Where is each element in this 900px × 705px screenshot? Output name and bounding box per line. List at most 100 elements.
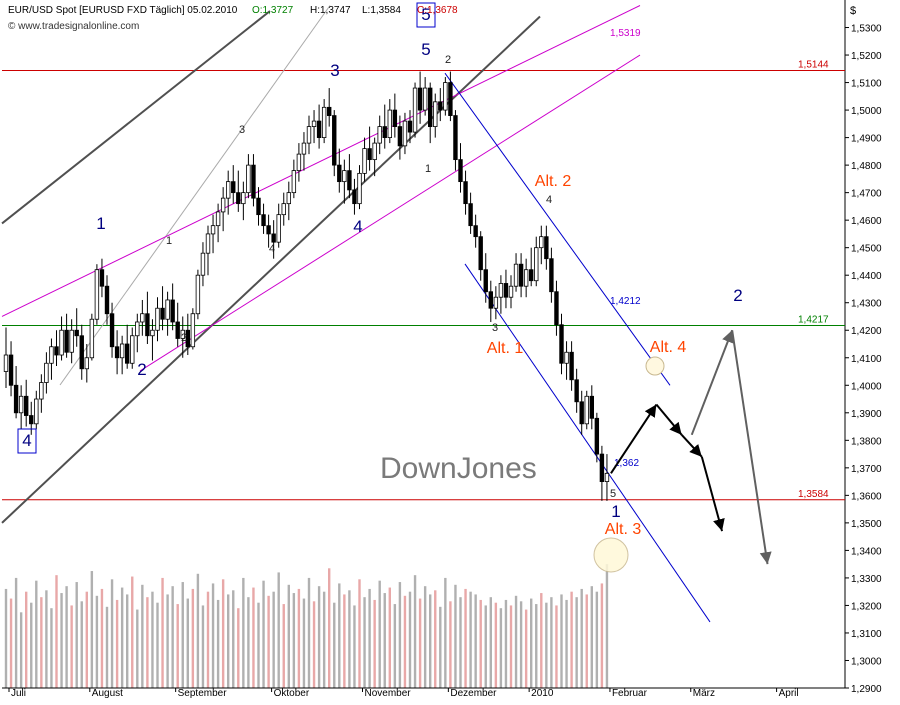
y-tick-label: 1,2900 [851, 684, 882, 695]
header-close: C:1,3678 [417, 5, 458, 16]
volume-bar [570, 591, 573, 688]
y-tick-label: 1,4200 [851, 326, 882, 337]
candle-body [367, 148, 372, 161]
candle-body [579, 401, 584, 425]
candle-body [427, 87, 433, 127]
candle-body [417, 87, 423, 111]
wave-label: 2 [445, 54, 451, 66]
volume-bar [550, 597, 553, 688]
volume-bar [489, 597, 492, 688]
volume-bar [504, 599, 508, 688]
volume-layer [4, 564, 609, 688]
volume-bar [136, 609, 139, 688]
volume-bar [252, 587, 255, 688]
candle-body [503, 283, 509, 298]
wave-label: 3 [330, 61, 339, 80]
volume-bar [227, 594, 230, 688]
volume-bar [383, 593, 386, 688]
volume-bar [9, 598, 13, 688]
volume-bar [605, 564, 609, 688]
candle-body [215, 211, 221, 227]
wave-label: 3 [239, 124, 245, 136]
volume-bar [535, 604, 538, 688]
forecast-arrow [731, 330, 772, 565]
volume-bar [282, 604, 285, 688]
volume-bar [585, 594, 588, 688]
candle-body [382, 126, 387, 139]
candle-body [402, 120, 408, 147]
volume-bar [156, 602, 159, 688]
y-tick-label: 1,5200 [851, 51, 882, 62]
y-tick-label: 1,5000 [851, 106, 882, 117]
volume-bar [115, 599, 119, 688]
wave-label: 4 [22, 431, 31, 450]
wave-label: 1 [611, 502, 620, 521]
volume-bar [469, 591, 472, 688]
y-tick-label: 1,3200 [851, 601, 882, 612]
y-tick-label: 1,5300 [851, 24, 882, 35]
y-tick-label: 1,4300 [851, 299, 882, 310]
volume-bar [312, 601, 316, 688]
candle-body [170, 299, 175, 323]
wave-label: 4 [353, 217, 362, 236]
candle-body [362, 148, 367, 174]
candle-body [488, 291, 493, 309]
y-tick-label: 1,4400 [851, 271, 882, 282]
volume-bar [575, 597, 578, 688]
candle-body [529, 269, 534, 282]
candle-body [412, 87, 418, 133]
volume-bar [368, 588, 371, 688]
candle-body [468, 203, 473, 227]
volume-bar [55, 575, 58, 688]
candle-body [473, 225, 478, 238]
candle-body [604, 472, 610, 482]
volume-bar [287, 584, 290, 688]
volume-bar [277, 572, 280, 688]
volume-bar [358, 579, 361, 688]
volume-bar [413, 575, 417, 688]
candle-body [89, 318, 95, 359]
volume-bar [322, 591, 326, 688]
volume-bar [590, 586, 593, 688]
volume-bar [166, 594, 169, 688]
volume-bar [429, 594, 432, 688]
candle-body [44, 362, 49, 383]
volume-bar [201, 605, 205, 688]
wave-box [17, 428, 37, 454]
wave-label: 4 [269, 243, 275, 255]
candle-body [99, 269, 105, 287]
candle-body [321, 106, 327, 139]
candle-body [443, 82, 448, 111]
volume-bar [237, 608, 240, 688]
candle-body [564, 351, 569, 364]
volume-bar [363, 597, 366, 688]
y-tick-label: 1,3100 [851, 629, 882, 640]
candle-body [508, 285, 514, 298]
forecast-arrow [680, 434, 703, 458]
wave-label: 2 [137, 360, 146, 379]
candle-body [114, 346, 120, 359]
wave-label: 3 [492, 322, 498, 334]
candle-body [539, 236, 544, 249]
candle-body [29, 415, 34, 425]
volume-bar [373, 599, 376, 688]
volume-bar [70, 605, 73, 688]
x-tick-label: 2010 [531, 688, 554, 699]
x-tick-label: April [779, 688, 799, 699]
level-label: 1,4217 [798, 315, 829, 326]
line-value-label: 1,362 [614, 458, 639, 469]
volume-bar [186, 598, 189, 688]
candle-body [266, 225, 271, 235]
candle-body [311, 120, 317, 127]
alt-label: Alt. 2 [535, 173, 572, 190]
volume-bar [247, 597, 250, 688]
candle-body [433, 101, 438, 127]
x-tick-label: Oktober [274, 688, 310, 699]
volume-bar [242, 577, 245, 688]
wave-label: 1 [166, 235, 172, 247]
volume-bar [449, 601, 452, 688]
candle-body [145, 313, 150, 337]
header-open: O:1,3727 [252, 5, 294, 16]
y-tick-label: 1,4600 [851, 216, 882, 227]
